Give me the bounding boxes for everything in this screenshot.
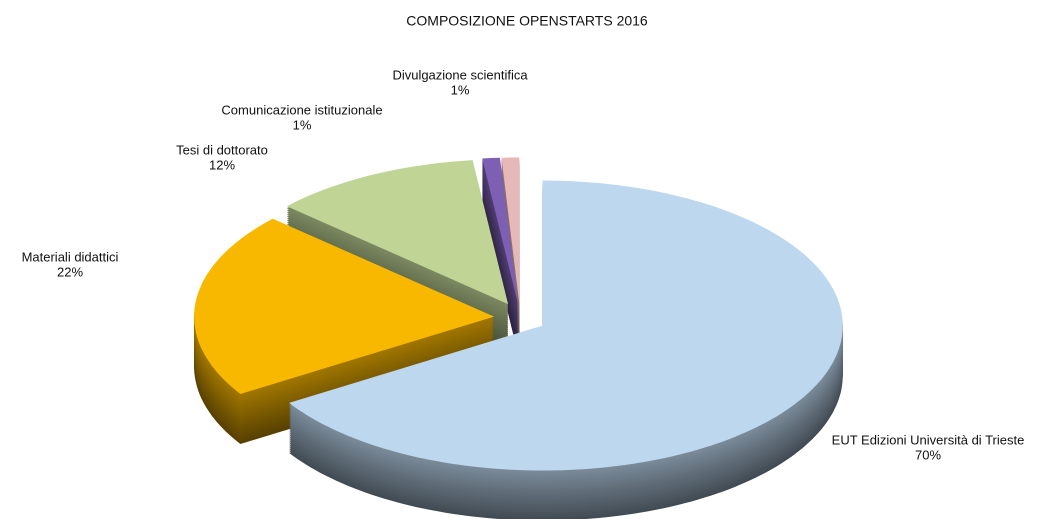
slice-side — [482, 169, 518, 315]
slice-label: Materiali didattici — [22, 249, 119, 264]
slice-side — [482, 179, 518, 325]
slice — [286, 160, 509, 305]
slice-side — [482, 175, 518, 321]
slice-side — [482, 187, 518, 333]
slice-side — [482, 173, 518, 319]
slice-side — [482, 171, 518, 317]
slice-value-label: 1% — [451, 82, 470, 97]
slice — [482, 157, 518, 303]
slice-label: Tesi di dottorato — [176, 142, 268, 157]
slice — [194, 218, 495, 394]
slice-label: Divulgazione scientifica — [392, 67, 528, 82]
slice — [501, 157, 520, 303]
slice-side — [482, 167, 518, 313]
slice-side — [482, 161, 518, 307]
slice-value-label: 12% — [209, 157, 235, 172]
slice-value-label: 70% — [915, 447, 941, 462]
slice-side — [482, 191, 518, 337]
slice-value-label: 22% — [57, 264, 83, 279]
slice-side — [482, 189, 518, 335]
slice-side — [482, 193, 518, 339]
slice-side — [482, 177, 518, 323]
slice-side — [482, 163, 518, 309]
slice-side — [482, 159, 518, 305]
chart-title: COMPOSIZIONE OPENSTARTS 2016 — [406, 13, 648, 29]
slice — [289, 180, 843, 471]
slice-value-label: 1% — [293, 117, 312, 132]
slice-side — [482, 165, 518, 311]
slice-side — [482, 185, 518, 331]
slice-side — [482, 181, 518, 327]
slice-label: Comunicazione istituzionale — [221, 102, 382, 117]
slice-side — [482, 183, 518, 329]
slice-side — [482, 195, 518, 341]
slice-side — [482, 197, 518, 343]
slice-label: EUT Edizioni Università di Trieste — [832, 432, 1025, 447]
